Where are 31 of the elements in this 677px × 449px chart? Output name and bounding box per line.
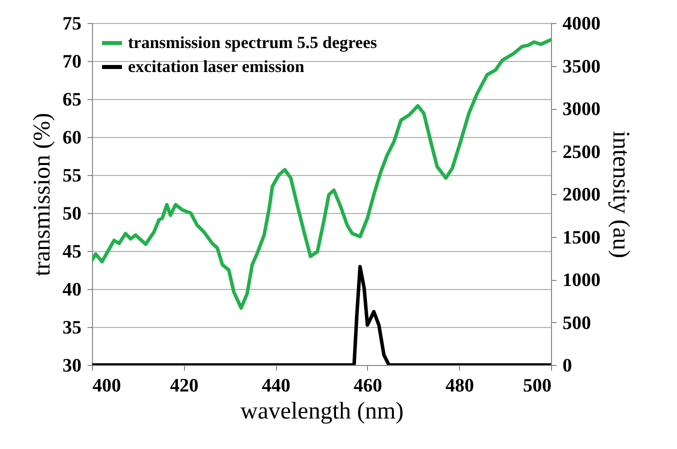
y-axis-title: transmission (%) (30, 112, 56, 276)
y-tick-label: 70 (62, 52, 82, 72)
y2-tick-label: 1500 (562, 227, 600, 248)
y2-tick-label: 3000 (562, 99, 600, 120)
y-tick-label: 65 (62, 90, 82, 110)
y2-tick-label: 1000 (562, 270, 600, 291)
y2-tick-label: 2000 (562, 184, 600, 206)
y-tick-label: 75 (62, 14, 82, 34)
x-tick-label: 440 (262, 376, 290, 396)
y-tick-label: 45 (62, 242, 82, 262)
y-tick-label: 40 (62, 280, 82, 300)
x-tick-label: 420 (170, 376, 199, 396)
legend-label: excitation laser emission (128, 57, 305, 76)
y2-tick-label: 4000 (562, 14, 600, 34)
x-tick-label: 400 (92, 376, 121, 396)
y-tick-label: 55 (62, 166, 82, 186)
y2-axis-title: intensity (au) (608, 130, 634, 258)
x-tick-label: 480 (445, 376, 474, 396)
y2-tick-label: 3500 (562, 56, 600, 78)
y2-tick-label: 0 (562, 356, 572, 376)
y-tick-label: 35 (62, 318, 82, 338)
y-tick-label: 60 (62, 128, 82, 148)
x-tick-label: 460 (354, 376, 382, 396)
legend-label: transmission spectrum 5.5 degrees (128, 33, 378, 52)
x-axis-title: wavelength (nm) (240, 398, 404, 424)
y2-tick-label: 500 (562, 312, 591, 334)
y-tick-label: 30 (62, 356, 82, 376)
line-series (92, 38, 551, 310)
y-tick-label: 50 (62, 204, 82, 224)
x-tick-label: 500 (523, 376, 552, 396)
y2-tick-label: 2500 (562, 142, 600, 163)
